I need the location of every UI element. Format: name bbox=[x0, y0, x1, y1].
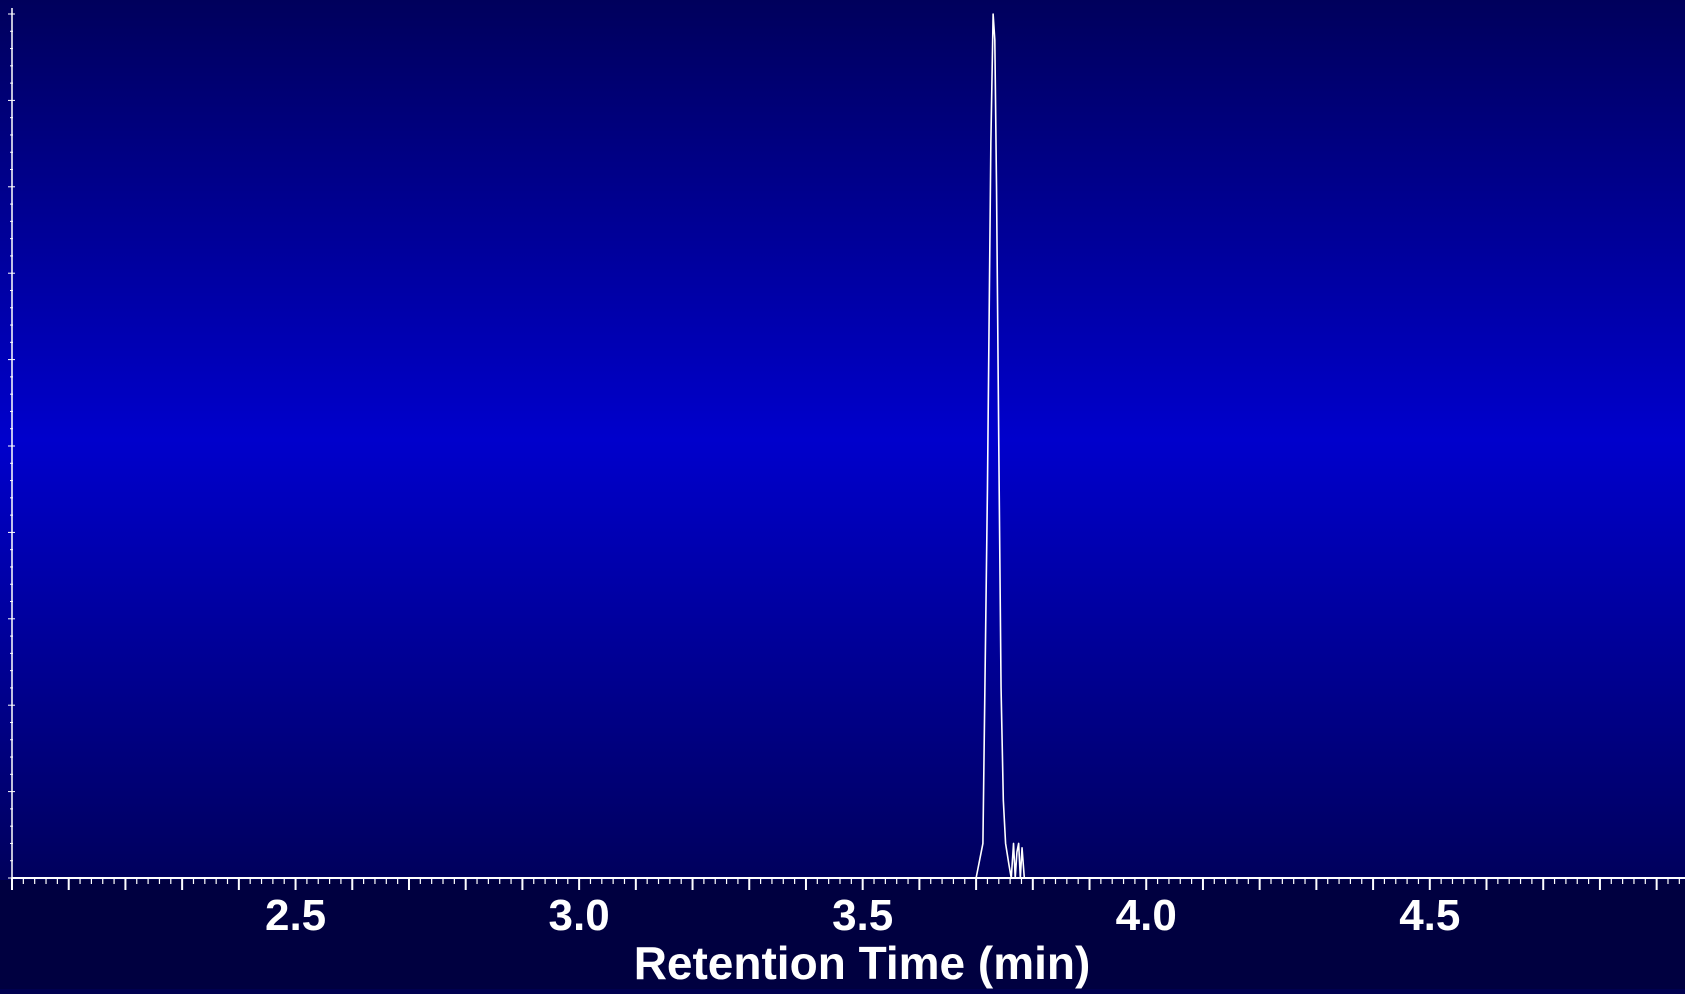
x-tick-label: 4.5 bbox=[1399, 891, 1460, 940]
x-axis-title: Retention Time (min) bbox=[634, 937, 1091, 989]
y-axis bbox=[8, 8, 15, 879]
chromatogram-trace bbox=[12, 13, 1685, 879]
x-tick-label: 3.5 bbox=[832, 891, 893, 940]
plot-background bbox=[0, 0, 1685, 880]
series-layer bbox=[12, 13, 1685, 879]
x-tick-labels: 2.5 3.0 3.5 4.0 4.5 bbox=[265, 891, 1460, 940]
x-tick-label: 2.5 bbox=[265, 891, 326, 940]
x-tick-label: 3.0 bbox=[549, 891, 610, 940]
x-tick-label: 4.0 bbox=[1116, 891, 1177, 940]
